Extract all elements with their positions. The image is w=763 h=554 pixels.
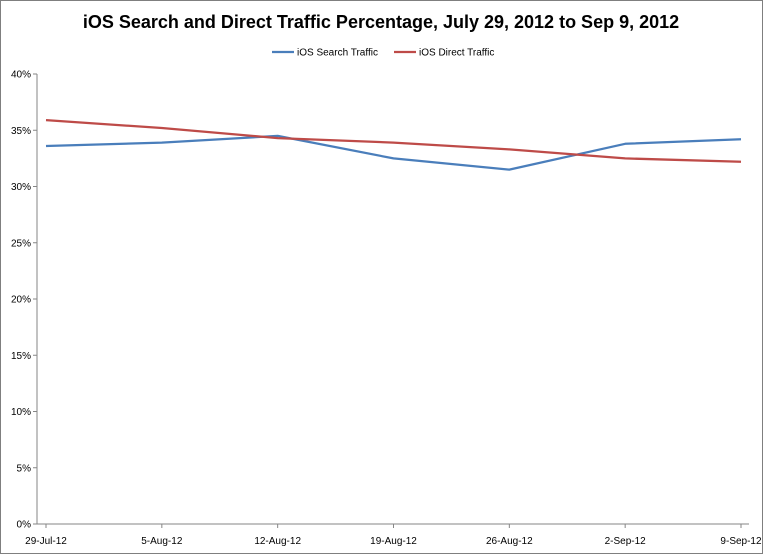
y-tick-label: 20% [11,295,31,306]
x-tick-label: 9-Sep-12 [720,536,762,547]
series-line-2 [45,118,742,163]
y-tick-label: 5% [17,463,32,474]
legend-label: iOS Search Traffic [297,48,378,59]
y-tick-label: 10% [11,407,31,418]
y-tick-label: 25% [11,238,31,249]
x-tick-label: 5-Aug-12 [141,536,183,547]
x-tick-label: 12-Aug-12 [254,536,301,547]
legend: iOS Search Traffic iOS Direct Traffic [272,48,494,59]
x-tick-label: 26-Aug-12 [486,536,533,547]
y-tick-label: 15% [11,351,31,362]
y-tick-label: 35% [11,126,31,137]
y-tick-label: 40% [11,70,31,81]
x-tick-label: 29-Jul-12 [25,536,67,547]
axes: 0% 5% 10% 15% 20% 25% 30% 35% 40% 29-Jul-12 5-Aug-… [11,70,762,548]
y-tick-label: 30% [11,182,31,193]
x-tick-label: 19-Aug-12 [370,536,417,547]
series-layer [45,118,742,171]
y-tick-label: 0% [17,520,32,531]
x-tick-label: 2-Sep-12 [605,536,647,547]
chart-title: iOS Search and Direct Traffic Percentage… [83,12,679,32]
series-line-1 [45,134,742,171]
legend-label: iOS Direct Traffic [419,48,494,59]
